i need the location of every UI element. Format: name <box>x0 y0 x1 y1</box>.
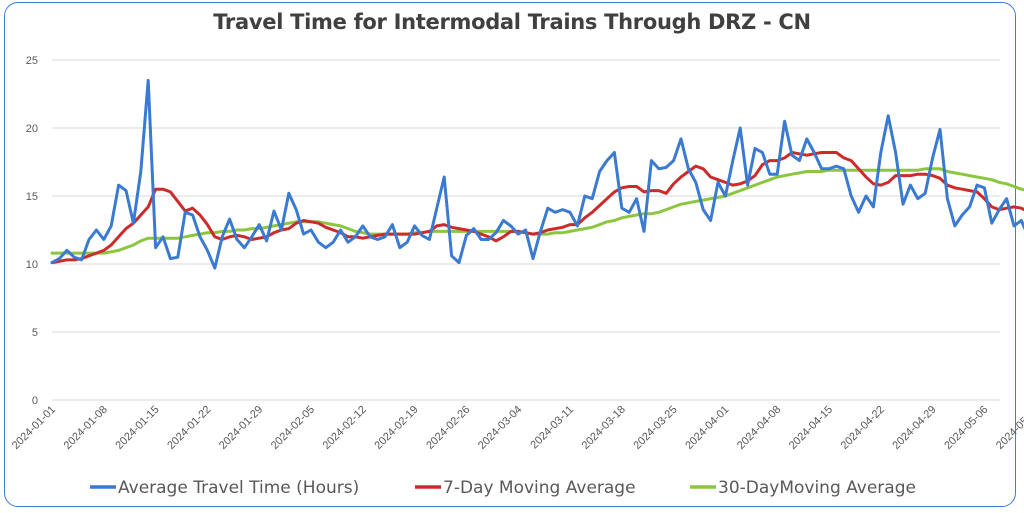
legend-label: Average Travel Time (Hours) <box>118 478 359 498</box>
x-tick-label: 2024-01-22 <box>165 404 213 452</box>
chart-frame <box>4 2 1016 507</box>
x-tick-label: 2024-02-19 <box>372 404 420 452</box>
y-tick-label: 15 <box>26 191 38 203</box>
x-tick-label: 2024-04-22 <box>839 404 887 452</box>
x-tick-label: 2024-01-29 <box>217 404 265 452</box>
x-tick-label: 2024-02-12 <box>321 404 369 452</box>
y-tick-label: 25 <box>26 55 38 67</box>
x-tick-label: 2024-01-01 <box>10 404 58 452</box>
x-tick-label: 2024-04-29 <box>890 404 938 452</box>
x-tick-label: 2024-04-15 <box>787 404 835 452</box>
series-line-2 <box>50 167 1024 255</box>
x-tick-label: 2024-02-26 <box>424 404 472 452</box>
x-tick-label: 2024-03-25 <box>631 404 679 452</box>
y-tick-label: 0 <box>32 395 38 407</box>
x-tick-label: 2024-05-13 <box>994 404 1024 452</box>
chart-title: Travel Time for Intermodal Trains Throug… <box>213 10 811 34</box>
series-line-0 <box>50 78 1024 270</box>
x-tick-label: 2024-03-11 <box>528 404 576 452</box>
series-line-1 <box>50 151 1024 265</box>
x-tick-label: 2024-03-18 <box>580 404 628 452</box>
x-tick-label: 2024-01-08 <box>62 404 110 452</box>
x-tick-label: 2024-03-04 <box>476 404 524 452</box>
legend-label: 7-Day Moving Average <box>443 478 636 498</box>
x-tick-label: 2024-04-08 <box>735 404 783 452</box>
y-tick-label: 20 <box>26 123 38 135</box>
x-tick-label: 2024-02-05 <box>269 404 317 452</box>
x-tick-label: 2024-01-15 <box>113 404 161 452</box>
y-tick-label: 5 <box>32 327 38 339</box>
x-tick-label: 2024-05-06 <box>942 404 990 452</box>
x-tick-label: 2024-04-01 <box>683 404 731 452</box>
y-tick-label: 10 <box>26 259 38 271</box>
legend-label: 30-DayMoving Average <box>718 478 916 498</box>
